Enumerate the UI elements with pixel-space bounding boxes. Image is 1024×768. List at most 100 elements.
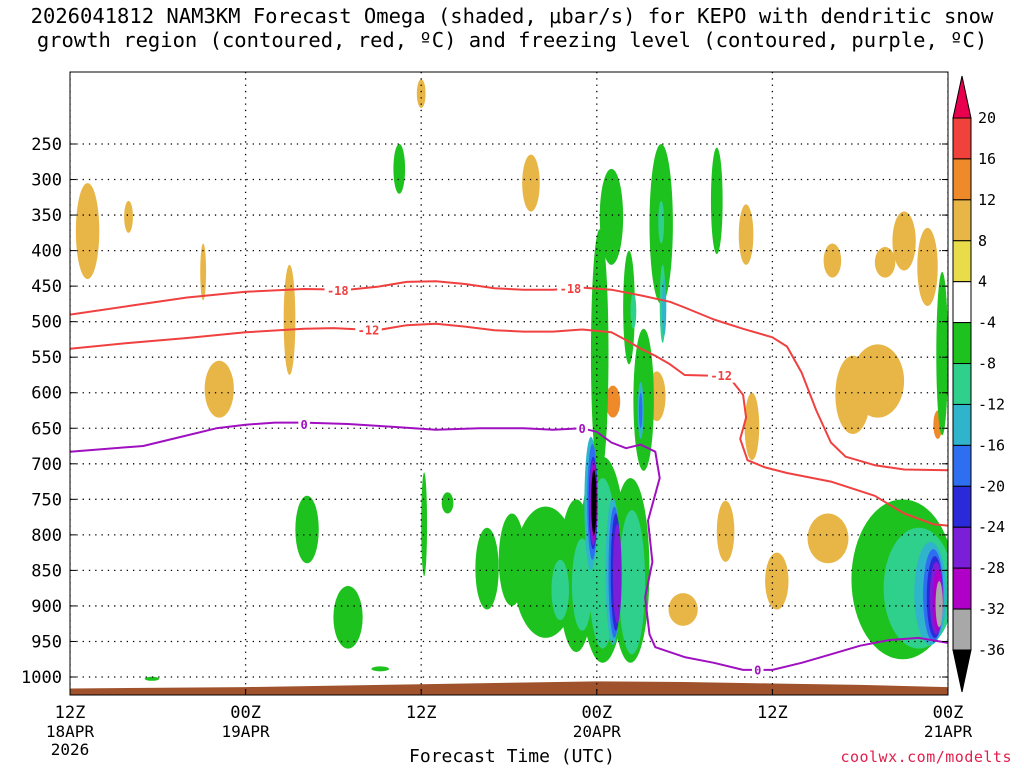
chart-title: 2026041812 NAM3KM Forecast Omega (shaded… [0, 4, 1024, 52]
x-axis-label: Forecast Time (UTC) [409, 746, 615, 767]
omega-region-6 [522, 154, 540, 212]
contour-line--12 [70, 322, 948, 527]
omega-region-24 [393, 144, 406, 194]
omega-region-5 [416, 79, 426, 108]
colorbar-box-2 [952, 199, 972, 242]
chart-title-line2: growth region (contoured, red, ºC) and f… [36, 28, 988, 52]
colorbar-label-8: -16 [978, 436, 1005, 454]
omega-region-47 [630, 293, 637, 329]
y-tick-label-400: 400 [31, 242, 62, 262]
colorbar-label-9: -20 [978, 477, 1005, 495]
colorbar-label-13: -36 [978, 641, 1005, 659]
y-tick-label-450: 450 [31, 277, 62, 297]
omega-region-29 [623, 250, 635, 365]
omega-region-27 [710, 147, 723, 255]
omega-region-38 [498, 513, 526, 606]
colorbar-box-12 [952, 608, 972, 651]
colorbar-label-11: -28 [978, 559, 1005, 577]
y-tick-label-500: 500 [31, 313, 62, 333]
contour-label-bg-0-1 [576, 421, 588, 436]
surface-layer [70, 681, 948, 695]
omega-region-30 [633, 328, 654, 471]
omega-region-34 [333, 586, 363, 649]
omega-region-25 [599, 168, 624, 265]
colorbar-label-12: -32 [978, 600, 1005, 618]
colorbar-label-2: 12 [978, 191, 996, 209]
colorbar-box-5 [952, 322, 972, 365]
contour-label-bg--18-0 [324, 283, 352, 298]
colorbar-label-5: -4 [978, 314, 996, 332]
contour-label--12-1: -12 [710, 369, 732, 383]
y-tick-label-350: 350 [31, 206, 62, 226]
chart-title-line1: 2026041812 NAM3KM Forecast Omega (shaded… [30, 4, 994, 28]
credit-text[interactable]: coolwx.com/modelts [840, 748, 1012, 766]
contour-label--18-1: -18 [560, 282, 582, 296]
omega-region-9 [716, 500, 735, 562]
x-tick-label-24: 12Z [406, 703, 437, 723]
omega-region-3 [204, 360, 234, 418]
x-date-label-0: 18APR [46, 722, 95, 741]
colorbar-box-0 [952, 117, 972, 160]
omega-region-39 [475, 527, 499, 610]
colorbar-box-3 [952, 240, 972, 283]
omega-region-11 [744, 392, 760, 461]
omega-region-28 [590, 229, 609, 479]
y-tick-label-550: 550 [31, 348, 62, 368]
colorbar-box-10 [952, 526, 972, 569]
colorbar-label-3: 8 [978, 232, 987, 250]
omega-region-4 [283, 264, 296, 375]
y-tick-label-900: 900 [31, 597, 62, 617]
colorbar-label-6: -8 [978, 355, 996, 373]
colorbar-box-1 [952, 158, 972, 201]
contour-layer: -18 -18 -12 -12 0 0 0 [70, 280, 948, 677]
contour-label-bg--18-1 [557, 281, 584, 296]
contour-label-0-2: 0 [754, 663, 761, 677]
colorbar-top-arrow [952, 75, 972, 119]
plot-frame [69, 71, 949, 696]
x-year-label-0: 2026 [51, 740, 90, 759]
omega-region-48 [551, 559, 569, 621]
omega-region-70 [935, 581, 943, 628]
y-tick-label-700: 700 [31, 455, 62, 475]
colorbar-box-11 [952, 567, 972, 610]
y-tick-label-850: 850 [31, 561, 62, 581]
colorbar-bottom-arrow [952, 649, 972, 693]
omega-region-22 [605, 385, 621, 418]
contour-label-0-1: 0 [579, 422, 586, 436]
omega-region-61 [638, 392, 643, 429]
omega-region-20 [851, 344, 905, 418]
colorbar-box-7 [952, 403, 972, 446]
contour-label-bg--12-0 [355, 323, 382, 338]
x-date-label-12: 19APR [222, 722, 271, 741]
omega-region-33 [295, 495, 319, 564]
colorbar-label-7: -12 [978, 395, 1005, 413]
omega-region-15 [874, 247, 896, 278]
y-tick-label-300: 300 [31, 171, 62, 191]
contour-label--12-0: -12 [358, 324, 380, 338]
omega-region-57 [661, 279, 667, 336]
y-tick-label-650: 650 [31, 419, 62, 439]
colorbar-box-6 [952, 363, 972, 405]
omega-shading-layer [75, 79, 948, 681]
omega-region-32 [441, 492, 454, 514]
omega-region-66 [612, 524, 622, 624]
omega-region-17 [917, 227, 938, 307]
contour-label-0-0: 0 [301, 418, 308, 432]
grid-layer [70, 72, 948, 695]
y-tick-label-750: 750 [31, 490, 62, 510]
axes-layer: 250 300 350 400 450 500 550 600 650 700 750 800 850 9… [21, 135, 972, 759]
omega-region-44 [936, 271, 948, 436]
contour-label-bg-0-0 [298, 417, 310, 432]
colorbar-box-9 [952, 485, 972, 528]
surface-terrain [70, 681, 948, 695]
y-tick-label-600: 600 [31, 384, 62, 404]
omega-region-16 [892, 211, 916, 271]
y-tick-label-950: 950 [31, 632, 62, 652]
omega-region-10 [668, 593, 698, 626]
omega-region-52 [618, 509, 646, 655]
colorbar-box-4 [952, 281, 972, 324]
omega-region-8 [738, 204, 754, 265]
omega-region-45 [658, 200, 665, 244]
x-date-label-60: 21APR [924, 722, 973, 741]
